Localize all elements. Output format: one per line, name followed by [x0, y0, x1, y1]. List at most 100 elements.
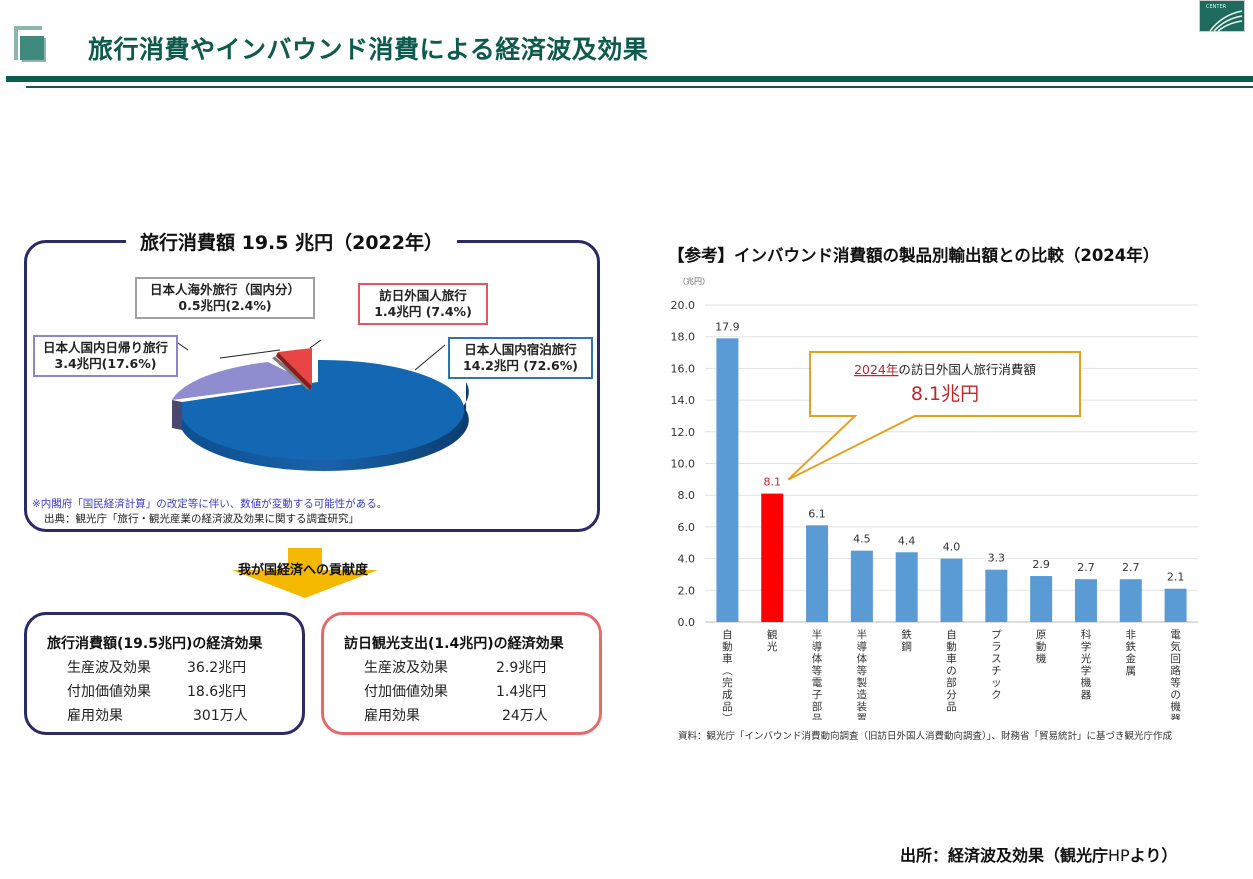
footer-end: より） — [1129, 846, 1178, 865]
bar-value-label: 2.7 — [1122, 561, 1140, 574]
pie-slice-domestic-daytrip-side — [172, 400, 182, 430]
page-title: 旅行消費やインバウンド消費による経済波及効果 — [88, 35, 649, 64]
organization-logo: CENTER — [1199, 0, 1245, 32]
y-tick-label: 4.0 — [678, 553, 696, 566]
effects-title: 旅行消費額(19.5兆円)の経済効果 — [47, 636, 263, 652]
revision-note: ※内閣府「国民経済計算」の改定等に伴い、数値が変動する可能性がある。 — [32, 498, 388, 510]
bar — [716, 338, 739, 622]
logo-waves-icon — [1209, 10, 1243, 32]
effect-value: 2.9兆円 — [496, 660, 547, 676]
bar — [1030, 576, 1053, 622]
effect-value: 301万人 — [193, 708, 248, 724]
bar-value-label: 2.9 — [1032, 558, 1050, 571]
x-category-label: 非鉄金属 — [1126, 629, 1137, 677]
annotation-bubble — [787, 351, 1081, 481]
pie-slice-domestic-daytrip — [172, 362, 308, 400]
bar-value-label: 2.1 — [1167, 571, 1185, 584]
x-category-label: 半導体等電子部品 — [812, 628, 823, 720]
bar — [940, 558, 963, 622]
travel-consumption-pie — [172, 340, 469, 471]
header-rule-thin — [26, 86, 1253, 88]
y-axis-unit-label: （兆円） — [678, 276, 710, 286]
effect-row: 生産波及効果 36.2兆円 — [67, 657, 246, 677]
effect-row: 付加価値効果 18.6兆円 — [67, 681, 246, 701]
title-decoration-frame — [14, 26, 42, 60]
chart-title: 【参考】インバウンド消費額の製品別輸出額との比較（2024年） — [668, 246, 1160, 265]
x-category-label: 自動車︵完成品︶ — [722, 628, 733, 720]
bar-value-label: 4.0 — [943, 541, 961, 554]
travel-consumption-source: 出典：観光庁「旅行・観光産業の経済波及効果に関する調査研究」 — [44, 513, 359, 525]
x-category-label: 観光 — [767, 628, 778, 653]
bar — [806, 525, 829, 622]
x-category-label: 半導体等製造装置 — [857, 628, 868, 720]
bar — [985, 569, 1008, 622]
effect-label: 付加価値効果 — [67, 684, 151, 700]
annotation-line1: 2024年の訪日外国人旅行消費額 — [854, 362, 1036, 377]
x-category-label: 科学光学機器 — [1081, 628, 1092, 701]
y-tick-label: 18.0 — [671, 331, 696, 344]
pie-slice-domestic-overnight — [180, 359, 465, 460]
bar-value-label: 4.4 — [898, 534, 916, 547]
x-category-label: 鉄鋼 — [901, 628, 912, 653]
y-tick-label: 14.0 — [671, 394, 696, 407]
effect-value: 24万人 — [502, 708, 548, 724]
bar-value-label: 8.1 — [763, 476, 781, 489]
effect-label: 雇用効果 — [67, 708, 123, 724]
y-tick-label: 10.0 — [671, 458, 696, 471]
x-category-label: 自動車の部分品 — [946, 628, 957, 713]
inbound-effects-box: 訪日観光支出(1.4兆円)の経済効果 生産波及効果 2.9兆円 付加価値効果 1.4… — [321, 612, 602, 735]
callout-inbound-name: 訪日外国人旅行 — [379, 288, 467, 303]
bar — [761, 493, 784, 622]
x-category-label: 電気回路等の機器 — [1170, 629, 1181, 720]
chart-source: 資料：観光庁「インバウンド消費動向調査（旧訪日外国人消費動向調査）」、財務省「貿… — [678, 731, 1173, 742]
y-tick-label: 20.0 — [671, 299, 696, 312]
y-tick-label: 6.0 — [678, 521, 696, 534]
annotation-line2: 8.1兆円 — [911, 383, 979, 405]
callout-inbound-value: 1.4兆円 (7.4%) — [374, 304, 472, 319]
y-tick-label: 0.0 — [678, 616, 696, 629]
effect-value: 18.6兆円 — [187, 684, 247, 700]
header-rule-thick — [6, 76, 1253, 82]
footer-bold: 出所：経済波及効果（観光庁 — [900, 846, 1109, 865]
callout-overnight-value: 14.2兆円 (72.6%) — [463, 358, 578, 373]
effect-value: 1.4兆円 — [496, 684, 547, 700]
y-tick-label: 8.0 — [678, 489, 696, 502]
page-source-footer: 出所：経済波及効果（観光庁HPより） — [900, 842, 1177, 866]
bar — [895, 552, 918, 622]
y-tick-label: 12.0 — [671, 426, 696, 439]
bar-value-label: 4.5 — [853, 533, 871, 546]
travel-consumption-effects-box: 旅行消費額(19.5兆円)の経済効果 生産波及効果 36.2兆円 付加価値効果 18… — [24, 612, 305, 735]
logo-text: CENTER — [1206, 4, 1227, 10]
effect-row: 雇用効果 24万人 — [364, 705, 548, 725]
down-arrow-icon — [232, 548, 378, 598]
bar — [1164, 588, 1187, 622]
effect-label: 雇用効果 — [364, 708, 420, 724]
contribution-label: 我が国経済への貢献度 — [238, 563, 369, 578]
effect-row: 付加価値効果 1.4兆円 — [364, 681, 546, 701]
y-tick-label: 16.0 — [671, 362, 696, 375]
effect-label: 生産波及効果 — [364, 660, 448, 676]
bar — [850, 550, 873, 622]
callout-overseas-name: 日本人海外旅行（国内分） — [149, 282, 300, 297]
bar — [1119, 579, 1142, 622]
footer-hp: HP — [1108, 846, 1130, 865]
effect-row: 雇用効果 301万人 — [67, 705, 248, 725]
bar-value-label: 17.9 — [715, 320, 740, 333]
x-category-label: プラスチック — [991, 629, 1002, 701]
bar-value-label: 6.1 — [808, 507, 826, 520]
effect-value: 36.2兆円 — [187, 660, 247, 676]
pie-slice-inbound — [278, 348, 312, 386]
effect-label: 付加価値効果 — [364, 684, 448, 700]
effects-title: 訪日観光支出(1.4兆円)の経済効果 — [344, 636, 564, 652]
callout-overseas-value: 0.5兆円(2.4%) — [178, 298, 272, 313]
x-category-label: 原動機 — [1036, 629, 1047, 665]
travel-consumption-title: 旅行消費額 19.5 兆円（2022年） — [126, 228, 457, 255]
callout-daytrip-name: 日本人国内日帰り旅行 — [42, 340, 168, 355]
bar — [1074, 579, 1097, 622]
effect-label: 生産波及効果 — [67, 660, 151, 676]
callout-overnight-name: 日本人国内宿泊旅行 — [464, 342, 577, 357]
callout-daytrip-value: 3.4兆円(17.6%) — [54, 356, 157, 371]
title-square-icon — [20, 36, 44, 60]
callout-domestic-overnight: 日本人国内宿泊旅行 14.2兆円 (72.6%) — [448, 337, 593, 379]
bar-value-label: 3.3 — [988, 552, 1006, 565]
